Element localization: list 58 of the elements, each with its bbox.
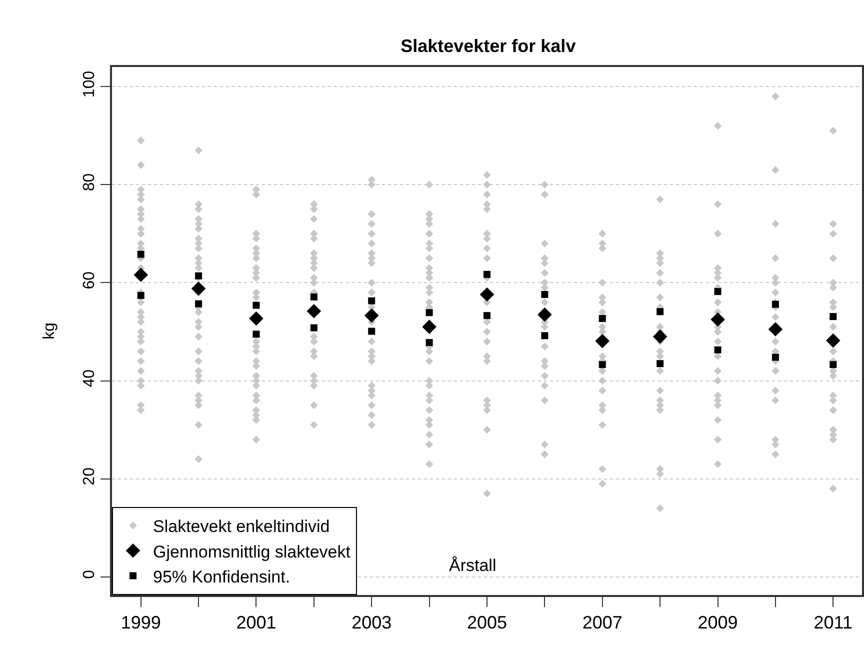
x-tick-label: 2003 xyxy=(352,612,392,632)
y-tick-label: 20 xyxy=(80,467,98,486)
y-axis-title: kg xyxy=(41,322,58,340)
y-tick-label: 80 xyxy=(80,173,98,192)
y-tick-label: 60 xyxy=(80,271,98,290)
point xyxy=(484,312,490,320)
point xyxy=(538,307,552,322)
x-tick-label: 2005 xyxy=(466,612,508,632)
point xyxy=(249,311,264,326)
point xyxy=(368,328,376,335)
point xyxy=(426,309,433,316)
point xyxy=(137,250,144,258)
point xyxy=(541,332,548,340)
point xyxy=(252,302,260,309)
point xyxy=(426,339,433,346)
point xyxy=(252,330,260,338)
point xyxy=(422,320,436,334)
point xyxy=(830,313,837,320)
point xyxy=(768,322,783,336)
point xyxy=(191,281,206,296)
legend-label: Slaktevekt enkeltindivid xyxy=(153,517,330,536)
point xyxy=(652,329,668,344)
point xyxy=(826,333,840,348)
point xyxy=(137,292,144,299)
y-tick-label: 100 xyxy=(80,70,98,98)
point xyxy=(195,272,202,280)
point xyxy=(772,300,779,308)
point xyxy=(310,324,318,332)
x-tick-label: 2007 xyxy=(582,612,622,632)
point xyxy=(310,293,318,300)
x-tick-label: 2001 xyxy=(236,612,276,632)
point xyxy=(195,300,202,308)
point xyxy=(598,315,606,322)
point xyxy=(710,312,725,327)
x-tick-label: 2011 xyxy=(814,612,853,632)
point xyxy=(772,354,779,361)
y-tick-label: 40 xyxy=(80,369,98,388)
chart-title: Slaktevekter for kalv xyxy=(400,36,576,56)
y-tick-label: 0 xyxy=(80,570,98,579)
point xyxy=(656,360,664,368)
point xyxy=(368,297,376,304)
point xyxy=(656,308,664,316)
point xyxy=(714,288,722,296)
point xyxy=(598,361,606,368)
point xyxy=(134,268,148,282)
point xyxy=(541,290,548,298)
x-tick-label: 2009 xyxy=(698,612,738,632)
x-axis-title: Årstall xyxy=(449,556,496,575)
x-tick-label: 1999 xyxy=(120,612,161,632)
point xyxy=(364,308,379,323)
point xyxy=(830,361,837,368)
legend-label: 95% Konfidensint. xyxy=(153,567,290,586)
point xyxy=(306,304,322,318)
point xyxy=(480,287,494,302)
point xyxy=(714,346,722,354)
point xyxy=(484,270,490,278)
legend-label: Gjennomsnittlig slaktevekt xyxy=(153,542,351,562)
point xyxy=(595,334,610,348)
